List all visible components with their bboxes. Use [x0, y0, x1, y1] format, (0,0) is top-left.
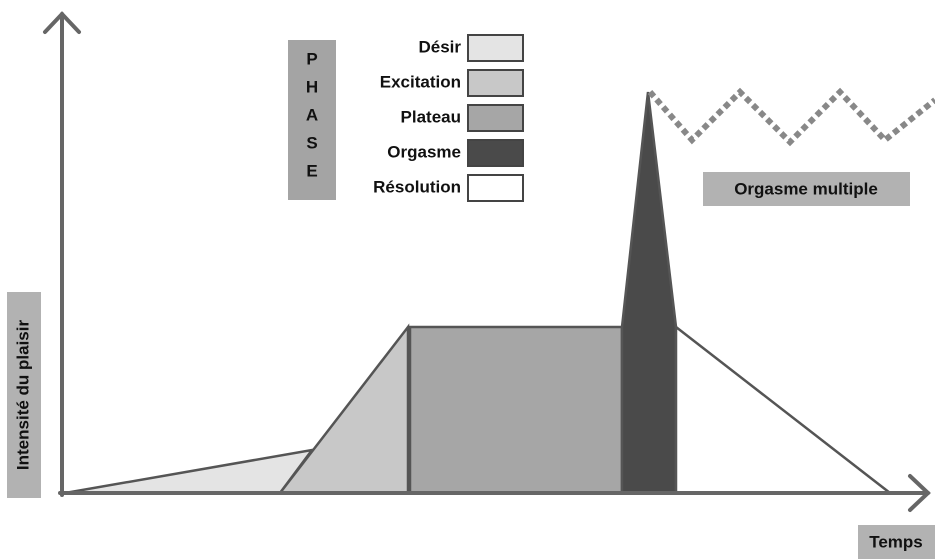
x-label-box: [858, 525, 935, 559]
axes: [43, 11, 931, 512]
phase-letter: H: [306, 77, 318, 96]
x-axis-label: Temps: [869, 532, 923, 551]
annotation-box: [703, 172, 910, 206]
orgasme-area: [620, 91, 678, 495]
legend-label: Résolution: [373, 177, 461, 196]
shapes: [64, 91, 894, 495]
x-arrow: [908, 474, 931, 512]
excitation-area: [277, 323, 410, 495]
y-axis-label: Intensité du plaisir: [13, 320, 32, 471]
legend-swatch: [467, 174, 524, 202]
phase-letter: A: [306, 105, 318, 124]
legend-label: Désir: [418, 37, 461, 56]
legend-label: Orgasme: [387, 142, 461, 161]
legend-swatch: [467, 34, 524, 62]
phase-box: [288, 40, 336, 200]
phase-letter: E: [306, 161, 317, 180]
legend: Désir Excitation Plateau Orgasme Résolution: [373, 34, 524, 202]
y-arrow: [43, 11, 81, 34]
annotation: Orgasme multiple: [734, 179, 878, 198]
legend-swatch: [467, 104, 524, 132]
resolution-area: [674, 324, 894, 495]
multiple-zigzag: [647, 87, 935, 147]
phase-letter: P: [306, 49, 317, 68]
legend-label: Plateau: [401, 107, 461, 126]
y-label-box: [7, 292, 41, 498]
legend-label: Excitation: [380, 72, 461, 91]
legend-swatch: [467, 139, 524, 167]
desir-area: [64, 448, 315, 495]
phase-letter: S: [306, 133, 317, 152]
legend-swatch: [467, 69, 524, 97]
plateau-area: [408, 325, 624, 495]
